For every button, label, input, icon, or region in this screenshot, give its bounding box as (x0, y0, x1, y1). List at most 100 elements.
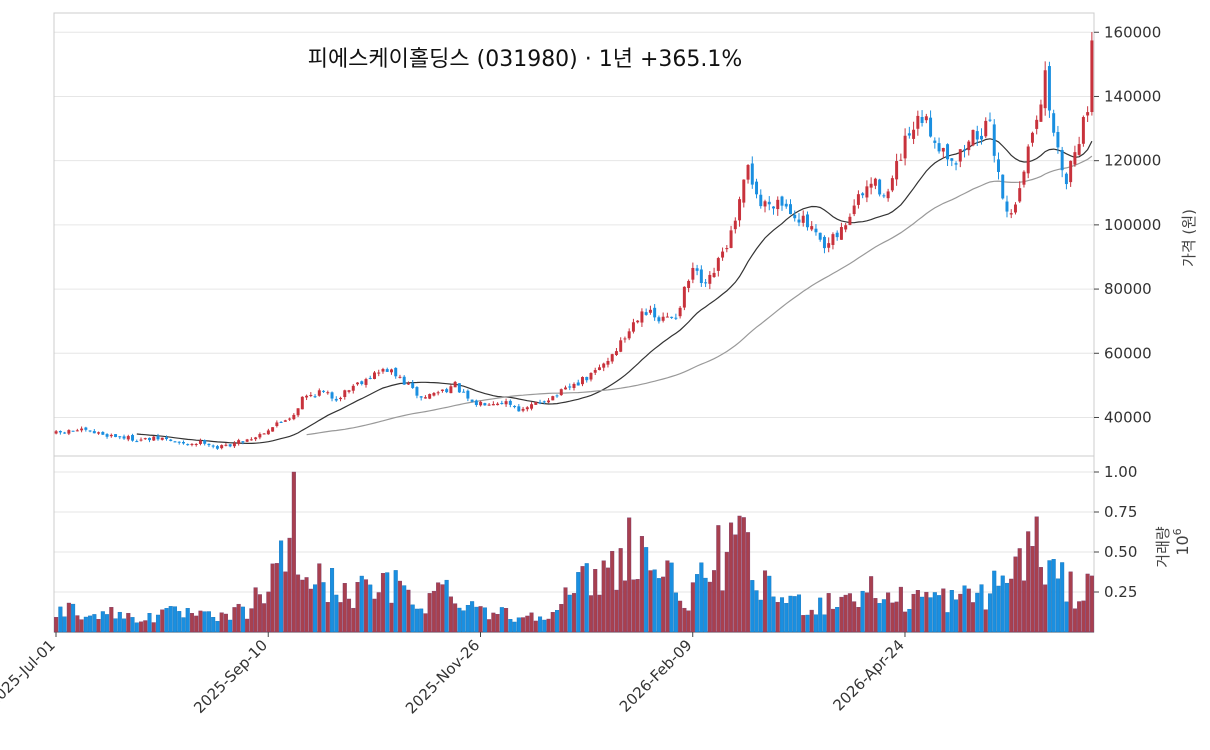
volume-bar-29 (177, 611, 182, 633)
volume-bar-94 (453, 603, 458, 633)
candle-111 (525, 406, 529, 412)
grid-lines (54, 31, 1094, 593)
volume-bar-196 (886, 592, 891, 633)
volume-bar-120 (563, 587, 568, 633)
candle-1 (58, 430, 62, 435)
candle-body-23 (152, 436, 156, 441)
candle-216 (971, 129, 975, 147)
volume-bar-176 (801, 615, 806, 633)
volume-bar-200 (903, 611, 908, 633)
volume-bar-156 (716, 525, 721, 633)
candle-35 (203, 439, 207, 446)
candle-body-60 (309, 394, 313, 396)
candle-71 (356, 382, 359, 386)
volume-bar-220 (987, 593, 993, 633)
volume-bar-124 (580, 566, 585, 633)
candle-20 (139, 437, 143, 442)
candle-body-123 (576, 382, 580, 386)
candle-191 (865, 180, 869, 203)
volume-bar-102 (487, 619, 492, 633)
volume-bar-184 (835, 607, 840, 633)
volume-bar-25 (160, 609, 165, 633)
candlesticks (54, 32, 1094, 450)
candle-body-88 (428, 394, 432, 399)
candle-body-24 (156, 435, 160, 440)
candle-99 (474, 399, 478, 407)
price-tick-label-2: 80000 (1104, 280, 1152, 298)
candle-body-154 (708, 274, 712, 284)
candle-body-136 (631, 322, 635, 332)
candle-body-96 (462, 391, 466, 393)
candle-14 (114, 434, 118, 438)
volume-bar-119 (559, 603, 564, 633)
candle-8 (88, 430, 92, 433)
candle-body-170 (776, 199, 780, 210)
candle-19 (135, 439, 139, 443)
volume-bar-103 (491, 612, 496, 633)
candle-184 (835, 230, 839, 241)
volume-bar-35 (202, 611, 207, 633)
candle-141 (653, 304, 657, 321)
candle-221 (992, 119, 996, 163)
candle-224 (1005, 195, 1009, 218)
candle-body-223 (1001, 174, 1005, 199)
candle-120 (564, 385, 567, 390)
candle-body-92 (445, 389, 449, 393)
volume-bar-213 (958, 593, 963, 633)
volume-bar-175 (796, 594, 802, 633)
candle-5 (75, 428, 79, 432)
candle-body-138 (640, 311, 644, 323)
candle-234 (1047, 61, 1051, 118)
volume-bar-90 (436, 582, 441, 633)
candle-body-63 (322, 390, 326, 392)
candle-97 (466, 389, 470, 402)
candle-225 (1009, 209, 1013, 219)
candle-26 (165, 435, 168, 441)
candle-193 (873, 177, 877, 190)
volume-bar-165 (754, 590, 759, 633)
volume-bar-54 (283, 571, 288, 633)
volume-bar-1 (58, 606, 63, 633)
candle-body-113 (534, 402, 538, 405)
candle-220 (988, 112, 992, 122)
candle-body-151 (695, 268, 699, 271)
volume-bar-244 (1089, 575, 1094, 633)
candle-body-201 (907, 133, 911, 136)
candle-body-79 (389, 369, 393, 373)
volume-bar-68 (342, 583, 347, 633)
candle-body-235 (1052, 113, 1056, 133)
candle-body-55 (288, 418, 292, 420)
candle-body-35 (203, 440, 207, 444)
volume-bar-229 (1026, 531, 1031, 633)
volume-bar-159 (729, 522, 734, 633)
volume-bar-136 (631, 579, 636, 633)
candle-body-12 (105, 434, 109, 437)
volume-bar-110 (521, 617, 526, 633)
candle-body-132 (614, 351, 618, 355)
volume-bar-22 (147, 613, 152, 633)
candle-body-117 (551, 396, 555, 401)
candle-18 (131, 433, 135, 442)
candle-body-203 (916, 115, 920, 129)
candle-body-239 (1069, 160, 1073, 183)
candle-body-229 (1026, 146, 1030, 174)
candle-body-228 (1022, 171, 1026, 185)
volume-bar-181 (822, 614, 827, 633)
candle-body-66 (334, 398, 338, 401)
candle-10 (97, 431, 101, 435)
candle-226 (1013, 202, 1017, 215)
candle-body-84 (411, 382, 415, 388)
candle-88 (428, 393, 432, 400)
candle-162 (742, 179, 746, 208)
candle-body-97 (466, 390, 470, 399)
volume-bar-235 (1051, 559, 1056, 633)
volume-bar-230 (1030, 546, 1035, 633)
candle-body-61 (313, 396, 317, 398)
candle-body-15 (118, 436, 122, 438)
candle-168 (767, 196, 771, 211)
candle-101 (483, 402, 487, 406)
candle-body-175 (797, 219, 801, 223)
candle-163 (746, 164, 750, 184)
candle-body-104 (496, 403, 500, 406)
candle-body-14 (114, 434, 118, 438)
